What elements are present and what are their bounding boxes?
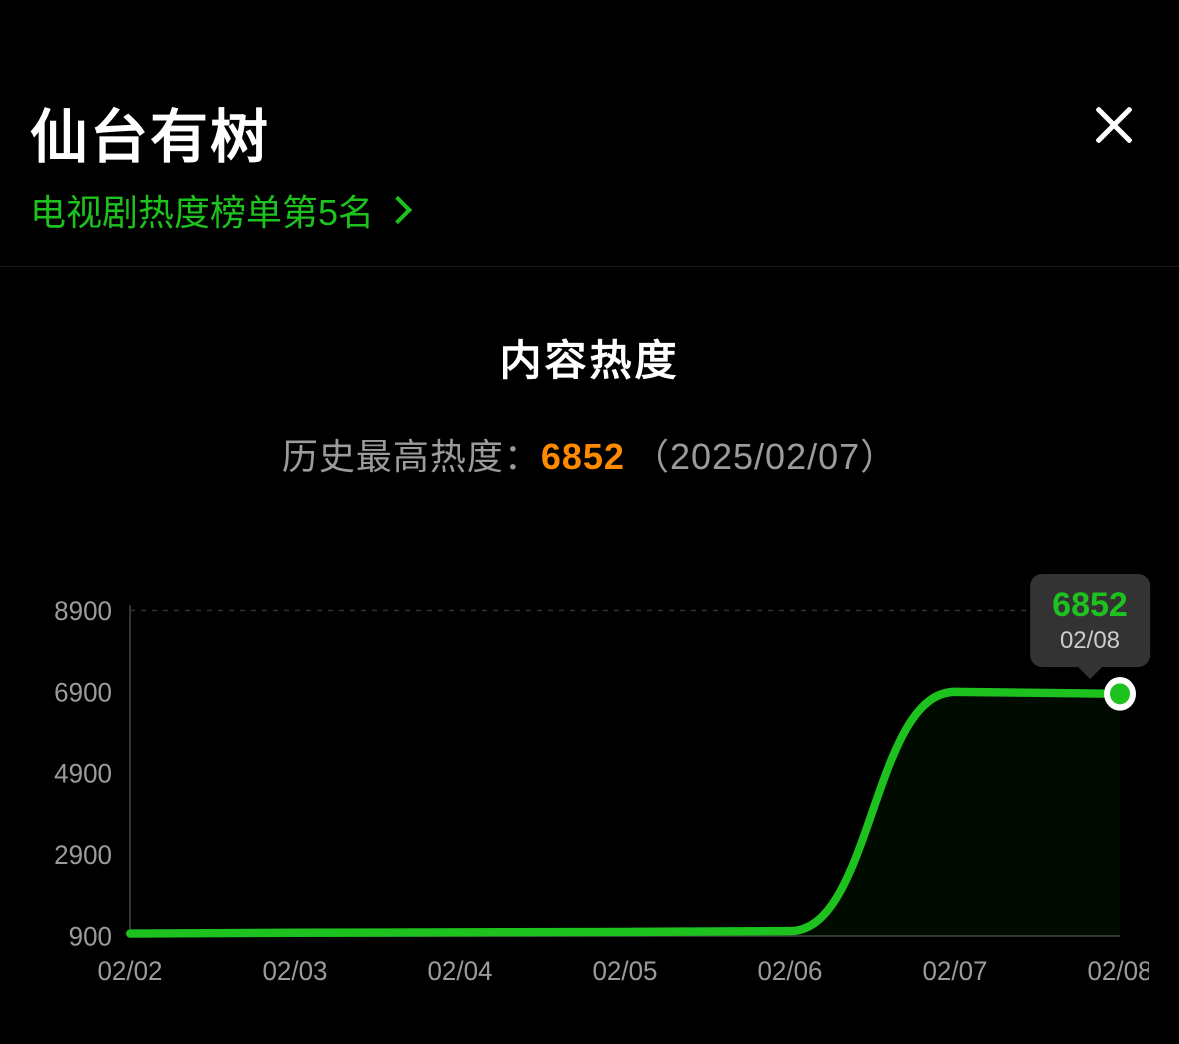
- content: 内容热度 历史最高热度：6852（2025/02/07）: [0, 267, 1179, 480]
- chart: 900 2900 4900 6900 8900 02/02 02/03 02/04 02/05 0…: [30, 600, 1149, 1020]
- svg-text:8900: 8900: [54, 600, 112, 626]
- peak-value: 6852: [541, 436, 625, 477]
- svg-text:02/05: 02/05: [592, 956, 657, 987]
- svg-text:02/04: 02/04: [427, 956, 492, 987]
- tooltip-date: 02/08: [1052, 627, 1128, 655]
- svg-text:02/07: 02/07: [922, 956, 987, 987]
- section-title: 内容热度: [30, 327, 1149, 388]
- svg-text:02/08: 02/08: [1087, 956, 1149, 987]
- ranking-link[interactable]: 电视剧热度榜单第5名: [30, 184, 1149, 236]
- close-icon[interactable]: [1089, 100, 1139, 150]
- peak-label: 历史最高热度：: [282, 436, 541, 477]
- peak-info: 历史最高热度：6852（2025/02/07）: [30, 428, 1149, 480]
- ranking-text: 电视剧热度榜单第5名: [30, 184, 374, 236]
- svg-text:2900: 2900: [54, 839, 112, 870]
- svg-text:02/03: 02/03: [262, 956, 327, 987]
- svg-text:02/02: 02/02: [97, 956, 162, 987]
- tooltip-value: 6852: [1052, 586, 1128, 625]
- svg-text:6900: 6900: [54, 677, 112, 708]
- chevron-right-icon: [384, 196, 412, 224]
- svg-text:02/06: 02/06: [757, 956, 822, 987]
- header: 仙台有树 电视剧热度榜单第5名: [0, 0, 1179, 267]
- chart-svg: 900 2900 4900 6900 8900 02/02 02/03 02/04 02/05 0…: [30, 600, 1149, 1020]
- svg-text:900: 900: [69, 921, 112, 952]
- peak-date: （2025/02/07）: [633, 436, 897, 477]
- svg-text:4900: 4900: [54, 758, 112, 789]
- page-title: 仙台有树: [30, 90, 1149, 174]
- tooltip: 6852 02/08: [1030, 574, 1150, 667]
